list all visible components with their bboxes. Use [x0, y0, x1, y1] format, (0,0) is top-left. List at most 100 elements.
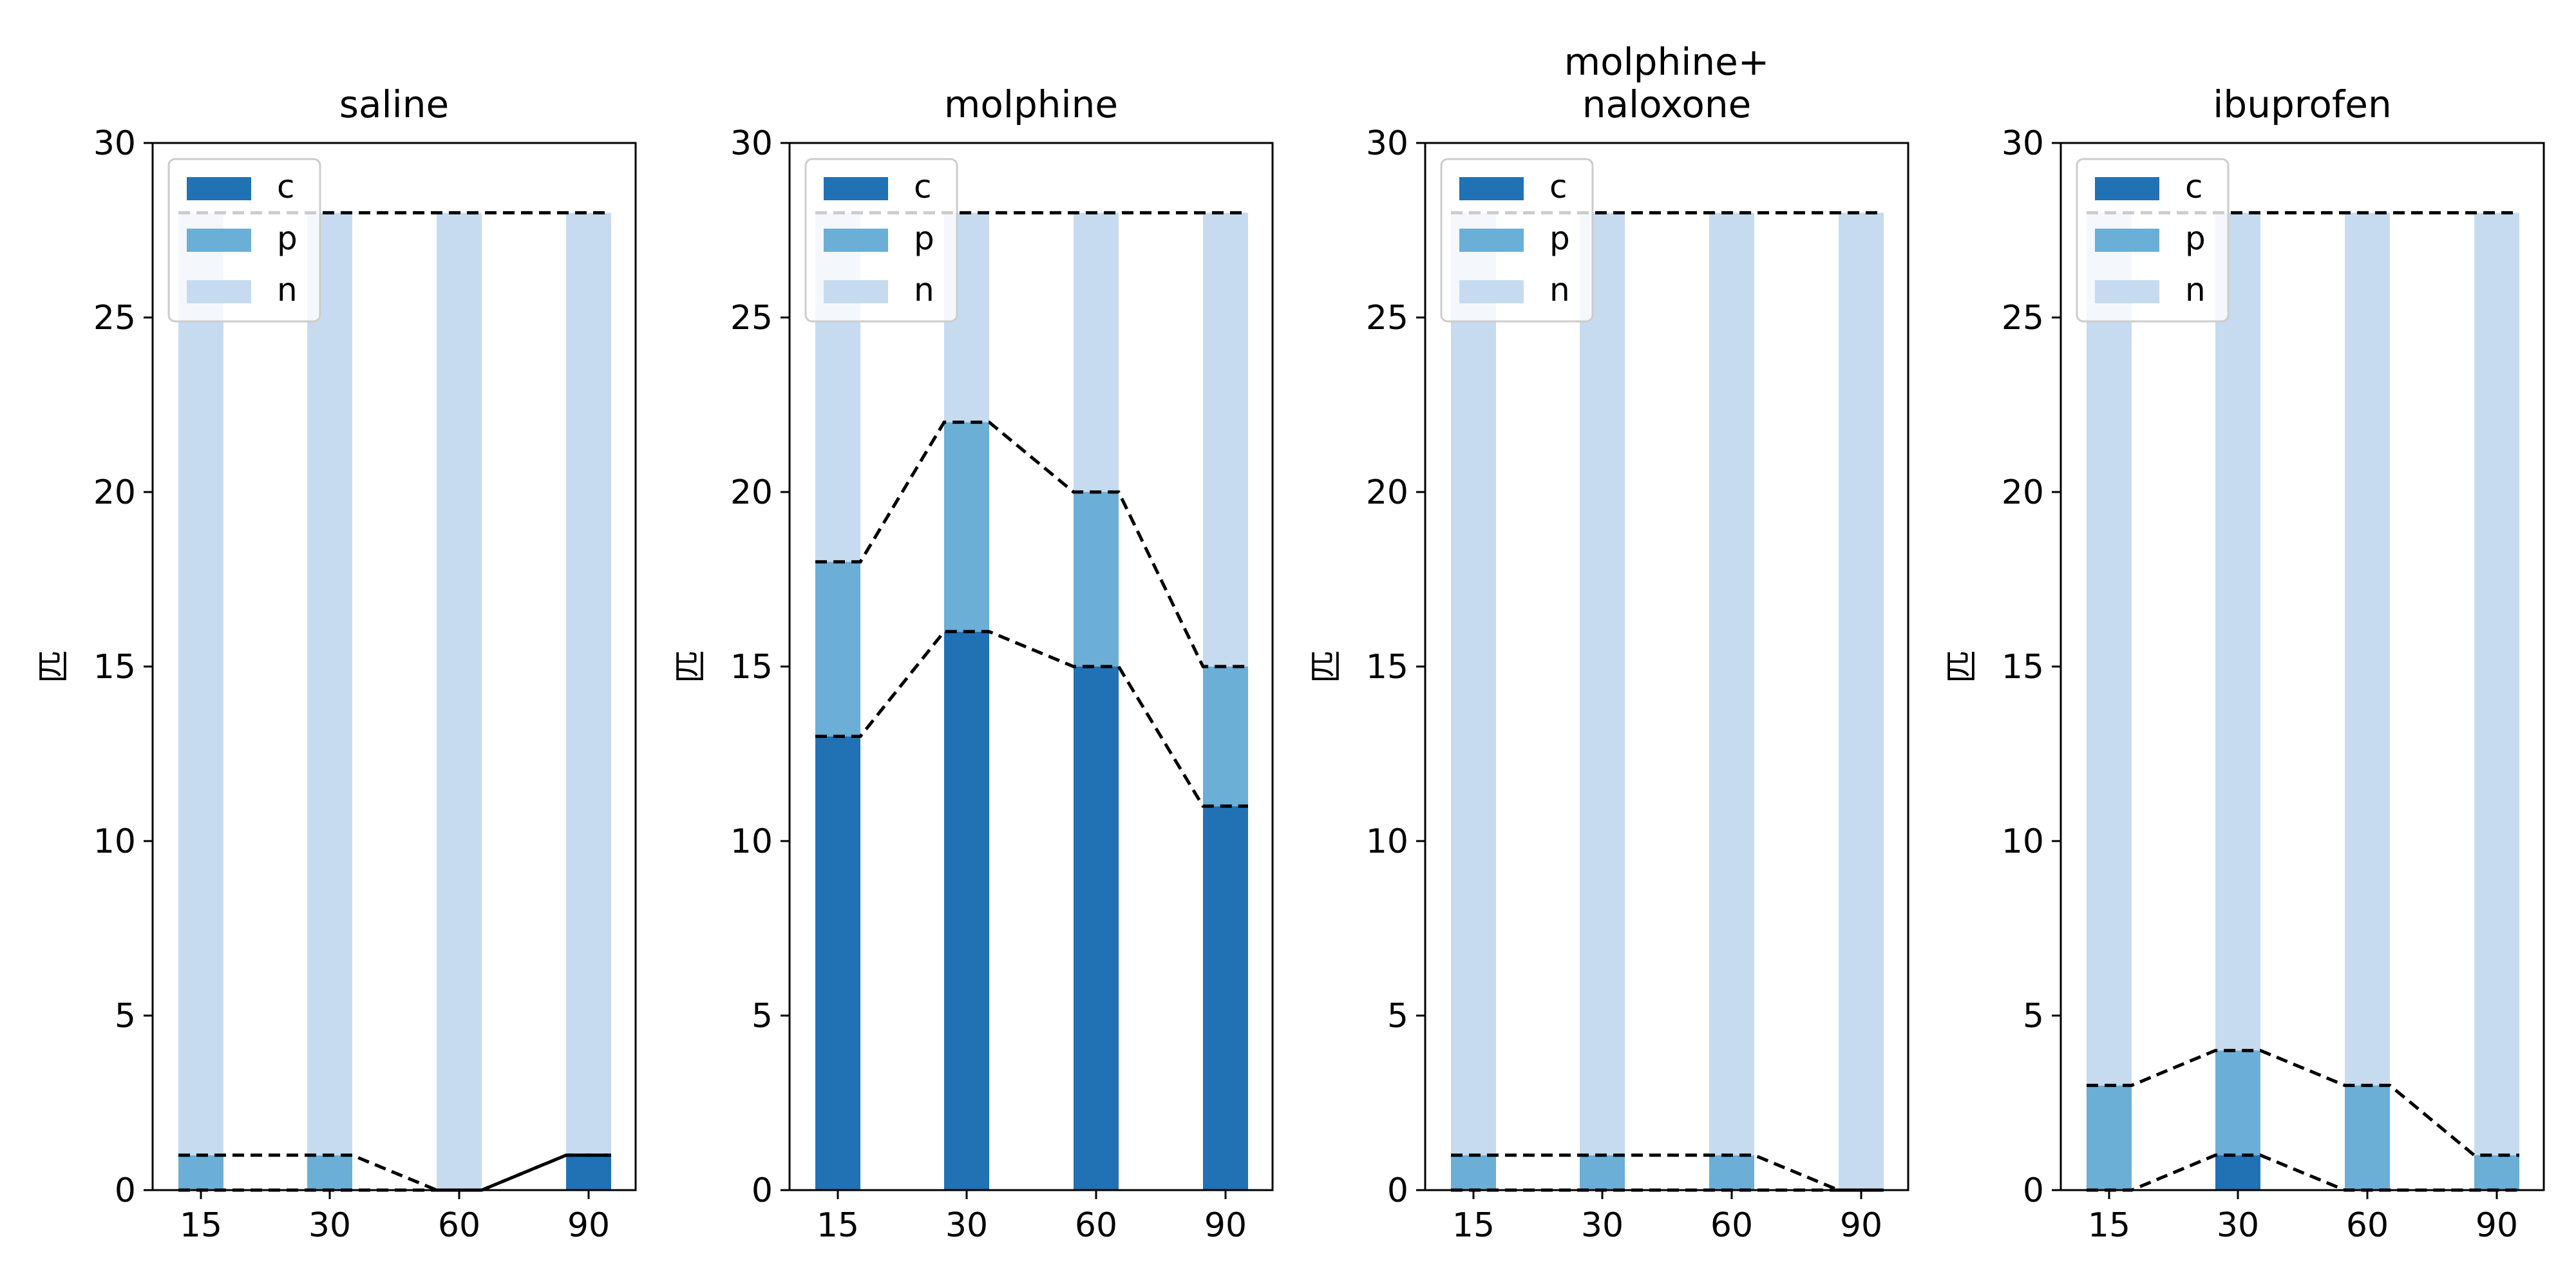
bar-n-60 — [1709, 213, 1754, 1155]
legend-label-p: p — [2185, 220, 2206, 257]
legend-label-n: n — [1549, 271, 1570, 308]
x-tick-label: 30 — [945, 1206, 988, 1245]
legend-label-c: c — [1549, 168, 1567, 205]
x-tick-label: 90 — [567, 1206, 610, 1245]
bar-n-15 — [178, 213, 223, 1155]
legend-label-p: p — [277, 220, 298, 257]
dashed-line-cumulative-cp — [815, 421, 1248, 668]
subplot-1: 0 5 10 15 20 25 30 15 30 60 90 匹 saline cpn — [35, 82, 637, 1245]
dashed-line-cumulative-cp — [178, 1153, 611, 1192]
bar-c-15 — [815, 736, 860, 1190]
subplot-title: saline — [339, 82, 449, 126]
legend-swatch-n — [1459, 280, 1524, 303]
bar-n-90 — [566, 213, 611, 1155]
subplot-title: naloxone — [1582, 82, 1752, 126]
x-tick-label: 60 — [2346, 1206, 2389, 1245]
y-tick-label: 20 — [1366, 473, 1408, 512]
y-axis-label: 匹 — [1308, 650, 1347, 683]
x-tick-label: 90 — [1204, 1206, 1247, 1245]
subplot-2: 0 5 10 15 20 25 30 15 30 60 90 匹 molphine cpn — [672, 82, 1274, 1245]
bar-c-30 — [944, 631, 989, 1190]
bar-n-15 — [1451, 213, 1496, 1155]
legend-label-p: p — [914, 220, 934, 257]
legend-swatch-p — [1459, 229, 1524, 252]
x-tick-label: 30 — [308, 1206, 351, 1245]
bar-p-15 — [178, 1155, 223, 1190]
bar-p-30 — [307, 1155, 352, 1190]
y-tick-label: 0 — [1387, 1171, 1408, 1210]
bar-c-60 — [1074, 667, 1119, 1190]
x-tick-label: 90 — [1840, 1206, 1882, 1245]
y-tick-label: 20 — [2002, 473, 2044, 512]
x-tick-label: 15 — [1452, 1206, 1495, 1245]
y-tick-label: 15 — [93, 648, 136, 687]
y-tick-label: 25 — [730, 299, 773, 337]
bar-n-60 — [437, 213, 482, 1190]
y-tick-label: 25 — [2002, 299, 2044, 337]
bar-p-60 — [2345, 1085, 2390, 1190]
legend-swatch-c — [187, 177, 251, 200]
x-tick-label: 15 — [817, 1206, 859, 1245]
bar-p-60 — [1074, 492, 1119, 667]
bar-n-90 — [2474, 213, 2519, 1155]
y-tick-label: 5 — [752, 997, 773, 1036]
y-tick-label: 20 — [730, 473, 773, 512]
y-tick-label: 0 — [115, 1171, 136, 1210]
legend-label-c: c — [2185, 168, 2203, 205]
bar-p-15 — [2087, 1085, 2132, 1190]
y-tick-label: 25 — [1366, 299, 1408, 337]
legend-swatch-c — [1459, 177, 1524, 200]
legend-label-n: n — [277, 271, 298, 308]
dashed-line-cumulative-cp — [2087, 1048, 2519, 1157]
subplot-title: molphine — [944, 82, 1118, 126]
bar-n-30 — [307, 213, 352, 1155]
legend: cpn — [804, 158, 958, 323]
y-tick-label: 10 — [2002, 822, 2044, 861]
bar-c-30 — [2215, 1155, 2260, 1190]
legend: cpn — [2076, 158, 2230, 323]
y-tick-label: 10 — [1366, 822, 1408, 861]
x-tick-label: 30 — [1581, 1206, 1624, 1245]
y-axis-label: 匹 — [35, 650, 74, 683]
legend-label-n: n — [2185, 271, 2206, 308]
legend-label-n: n — [914, 271, 934, 308]
bar-p-15 — [815, 562, 860, 737]
bar-p-30 — [1580, 1155, 1625, 1190]
subplot-title: molphine+ — [1564, 40, 1770, 84]
bar-p-90 — [1203, 667, 1248, 806]
legend-label-c: c — [914, 168, 932, 205]
y-tick-label: 10 — [730, 822, 773, 861]
legend-swatch-p — [187, 229, 251, 252]
bar-n-30 — [1580, 213, 1625, 1155]
y-tick-label: 5 — [1387, 997, 1408, 1036]
y-tick-label: 15 — [730, 648, 773, 687]
legend: cpn — [1440, 158, 1594, 323]
y-tick-label: 0 — [752, 1171, 773, 1210]
y-axis-label: 匹 — [1944, 650, 1982, 683]
y-tick-label: 30 — [93, 124, 136, 163]
bar-n-90 — [1839, 213, 1884, 1190]
y-axis-label: 匹 — [672, 650, 711, 683]
y-tick-label: 15 — [2002, 648, 2044, 687]
bar-n-60 — [2345, 213, 2390, 1086]
legend: cpn — [167, 158, 321, 323]
subplot-title: ibuprofen — [2213, 82, 2391, 126]
x-tick-label: 15 — [180, 1206, 222, 1245]
legend-label-p: p — [1549, 220, 1570, 257]
x-tick-label: 60 — [1710, 1206, 1753, 1245]
legend-swatch-c — [2095, 177, 2159, 200]
subplot-4: 0 5 10 15 20 25 30 15 30 60 90 匹 ibuprofen cpn — [1944, 82, 2545, 1245]
dashed-line-cumulative-c — [815, 630, 1248, 808]
x-tick-label: 60 — [1075, 1206, 1117, 1245]
y-tick-label: 30 — [2002, 124, 2044, 163]
bar-n-90 — [1203, 213, 1248, 667]
x-tick-label: 90 — [2476, 1206, 2518, 1245]
x-tick-label: 30 — [2217, 1206, 2259, 1245]
bar-c-90 — [1203, 806, 1248, 1190]
subplot-3: 0 5 10 15 20 25 30 15 30 60 90 匹 molphine+naloxone cp… — [1308, 40, 1909, 1245]
y-tick-label: 30 — [730, 124, 773, 163]
bar-p-90 — [2474, 1155, 2519, 1190]
bar-n-15 — [2087, 213, 2132, 1086]
legend-swatch-p — [824, 229, 888, 252]
